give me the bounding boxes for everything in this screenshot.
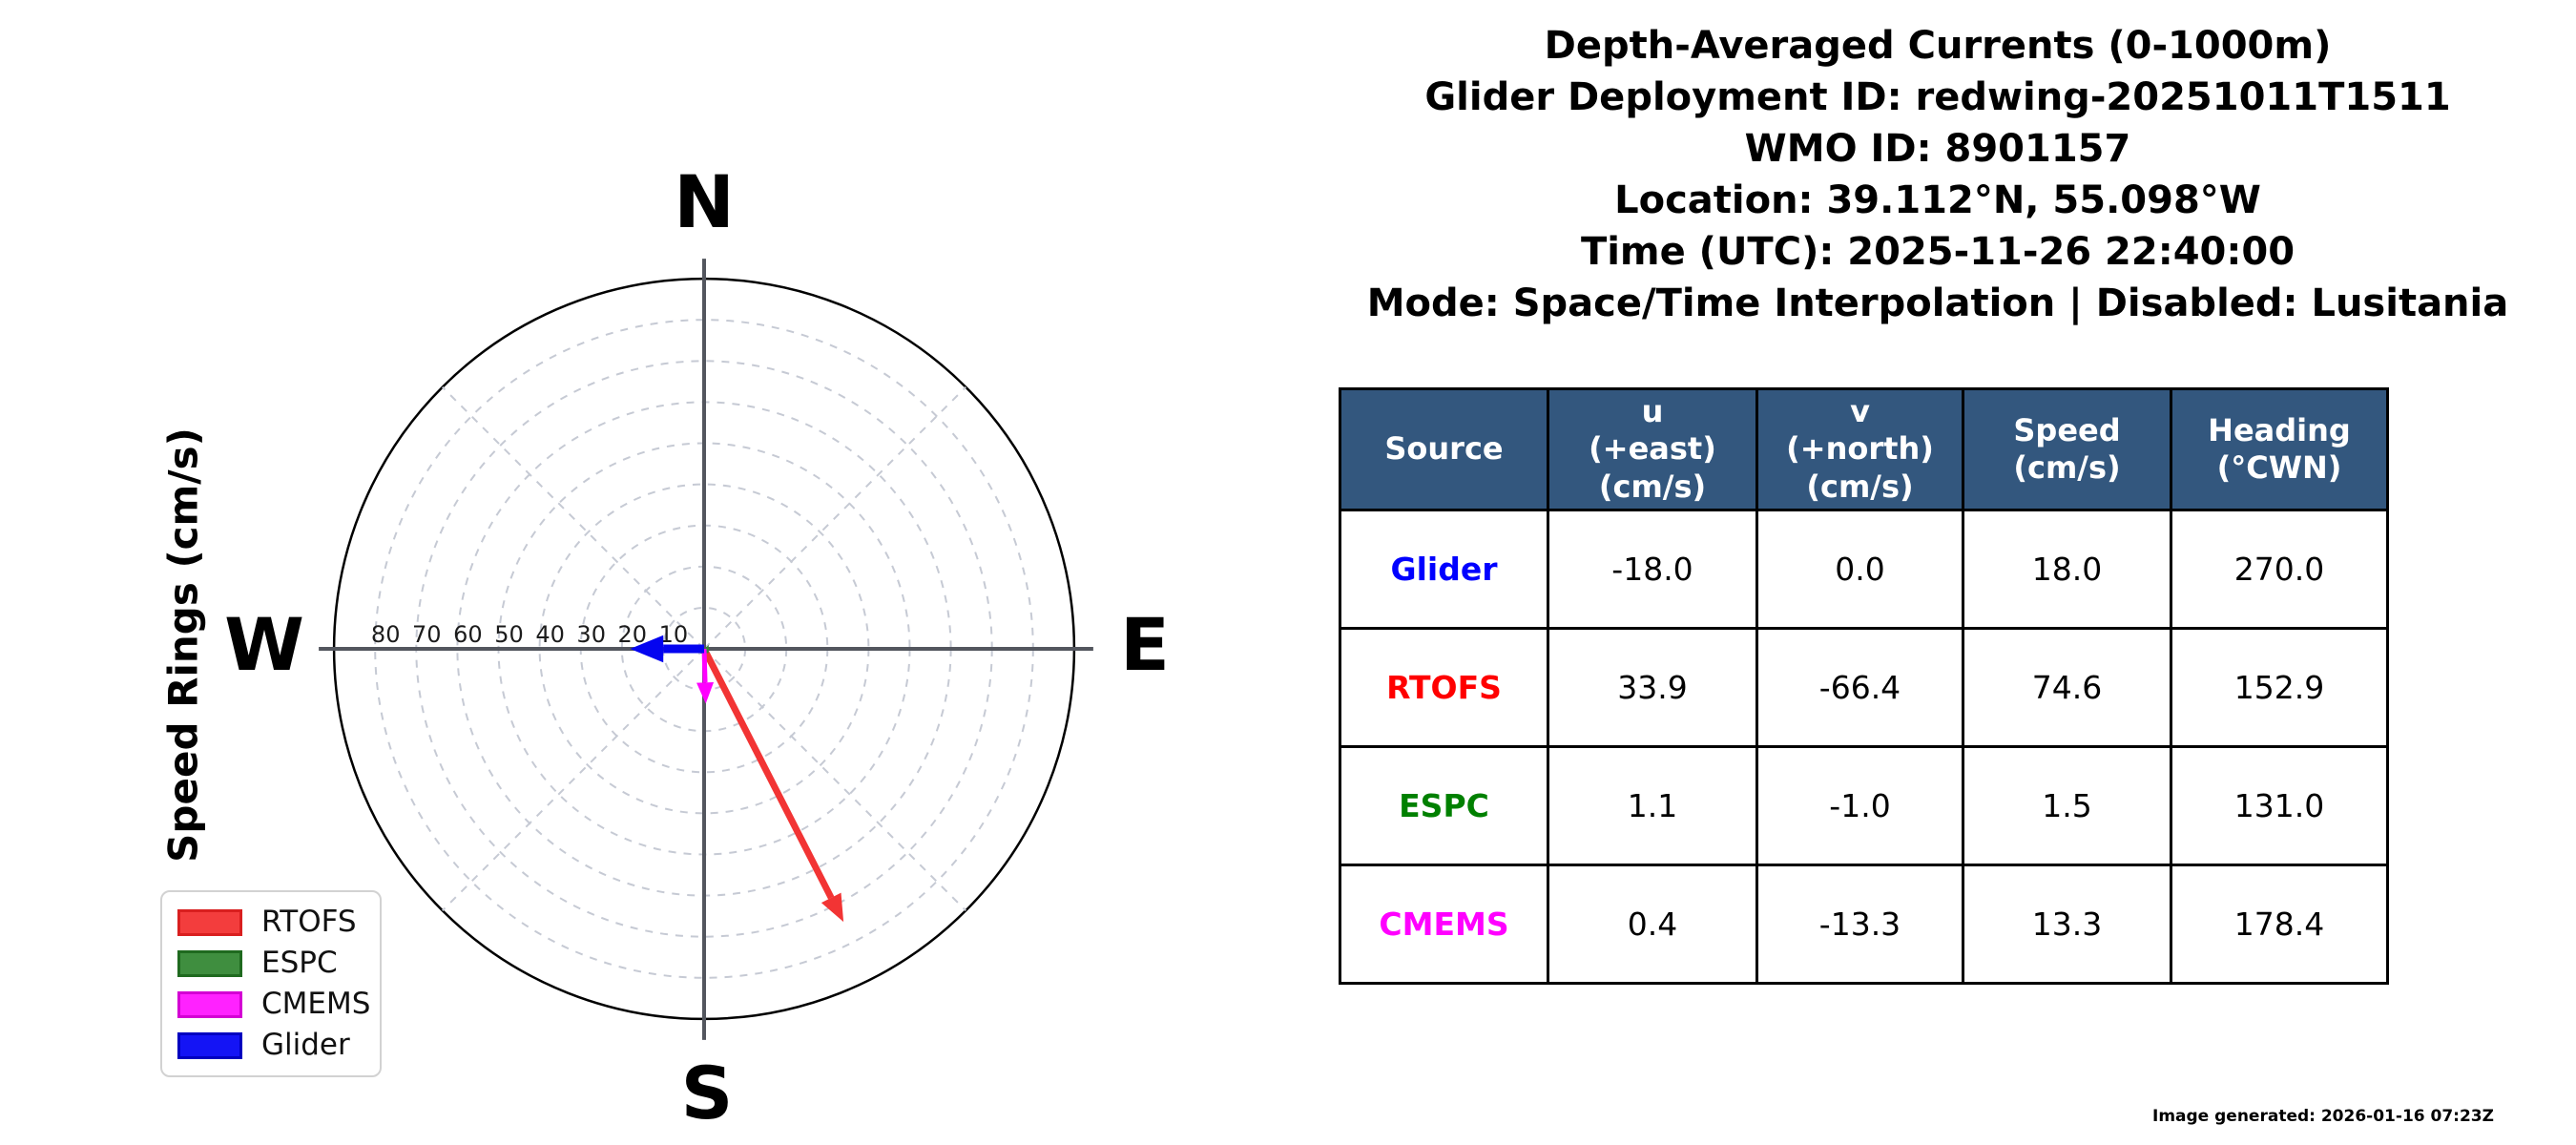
cmems-swatch	[177, 990, 242, 1018]
column-header: Source	[1339, 387, 1549, 511]
ring-tick-label: 80	[371, 621, 401, 648]
legend-label: CMEMS	[261, 987, 371, 1021]
table-cell: -1.0	[1755, 745, 1964, 866]
table-cell: 1.1	[1547, 745, 1758, 866]
ring-tick-label: 40	[535, 621, 565, 648]
diagonal-spoke	[442, 648, 705, 911]
rtofs-swatch	[177, 908, 242, 936]
table-cell: 0.4	[1547, 864, 1758, 985]
ring-tick-label: 10	[659, 621, 689, 648]
ring-tick-label: 50	[494, 621, 524, 648]
diagonal-spoke	[442, 386, 705, 650]
legend-item-cmems: CMEMS	[162, 989, 380, 1019]
rtofs-arrow-head	[821, 892, 844, 923]
title-block: Depth-Averaged Currents (0-1000m) Glider…	[1336, 20, 2540, 329]
column-header: Speed (cm/s)	[1962, 387, 2172, 511]
ring-tick-label: 20	[618, 621, 648, 648]
currents-table: Source u (+east) (cm/s) v (+north) (cm/s) S…	[1339, 387, 2389, 985]
generated-timestamp: Image generated: 2026-01-16 07:23Z	[2152, 1107, 2494, 1126]
title-line-2: Glider Deployment ID: redwing-20251011T1…	[1424, 75, 2451, 119]
legend-item-espc: ESPC	[162, 948, 380, 978]
compass-north-label: N	[674, 159, 735, 244]
title-line-5: Time (UTC): 2025-11-26 22:40:00	[1580, 230, 2296, 274]
table-row: RTOFS 33.9 -66.4 74.6 152.9	[1339, 627, 2389, 748]
legend: RTOFS ESPC CMEMS Glider	[160, 890, 382, 1077]
table-row: CMEMS 0.4 -13.3 13.3 178.4	[1339, 864, 2389, 985]
table-cell: 131.0	[2170, 745, 2389, 866]
legend-label: Glider	[261, 1028, 350, 1062]
table-cell: 74.6	[1962, 627, 2172, 748]
legend-item-rtofs: RTOFS	[162, 907, 380, 937]
column-header: v (+north) (cm/s)	[1755, 387, 1964, 511]
legend-item-glider: Glider	[162, 1030, 380, 1060]
source-label-espc: ESPC	[1339, 745, 1549, 866]
diagonal-spoke	[703, 386, 966, 650]
table-cell: -18.0	[1547, 509, 1758, 630]
legend-label: RTOFS	[261, 905, 357, 939]
title-line-6: Mode: Space/Time Interpolation | Disable…	[1366, 281, 2509, 325]
glider-arrow-head	[630, 635, 664, 663]
glider-swatch	[177, 1031, 242, 1059]
source-label-glider: Glider	[1339, 509, 1549, 630]
ring-tick-label: 60	[453, 621, 483, 648]
speed-rings-axis-label: Speed Rings (cm/s)	[159, 427, 207, 863]
ring-tick-label: 30	[576, 621, 606, 648]
espc-swatch	[177, 949, 242, 977]
cmems-arrow-head	[696, 682, 715, 704]
diagonal-spoke	[703, 648, 966, 911]
table-cell: 152.9	[2170, 627, 2389, 748]
rtofs-arrow-shaft	[700, 647, 835, 900]
ring-tick-label: 70	[412, 621, 442, 648]
polar-plot: 10 20 30 40 50 60 70 80	[319, 259, 1093, 1040]
source-label-cmems: CMEMS	[1339, 864, 1549, 985]
source-label-rtofs: RTOFS	[1339, 627, 1549, 748]
table-cell: 178.4	[2170, 864, 2389, 985]
cmems-arrow-shaft	[701, 648, 708, 683]
table-cell: 33.9	[1547, 627, 1758, 748]
column-header: u (+east) (cm/s)	[1547, 387, 1758, 511]
table-cell: 18.0	[1962, 509, 2172, 630]
table-cell: 13.3	[1962, 864, 2172, 985]
table-row: Glider -18.0 0.0 18.0 270.0	[1339, 509, 2389, 630]
table-row: ESPC 1.1 -1.0 1.5 131.0	[1339, 745, 2389, 866]
legend-label: ESPC	[261, 946, 338, 980]
title-line-3: WMO ID: 8901157	[1744, 127, 2131, 171]
title-line-1: Depth-Averaged Currents (0-1000m)	[1544, 24, 2332, 68]
table-cell: -66.4	[1755, 627, 1964, 748]
compass-east-label: E	[1120, 602, 1170, 687]
title-line-4: Location: 39.112°N, 55.098°W	[1614, 178, 2261, 222]
compass-west-label: W	[224, 602, 304, 687]
table-cell: 270.0	[2170, 509, 2389, 630]
compass-south-label: S	[680, 1051, 734, 1135]
table-cell: 1.5	[1962, 745, 2172, 866]
table-cell: -13.3	[1755, 864, 1964, 985]
table-cell: 0.0	[1755, 509, 1964, 630]
column-header: Heading (°CWN)	[2170, 387, 2389, 511]
